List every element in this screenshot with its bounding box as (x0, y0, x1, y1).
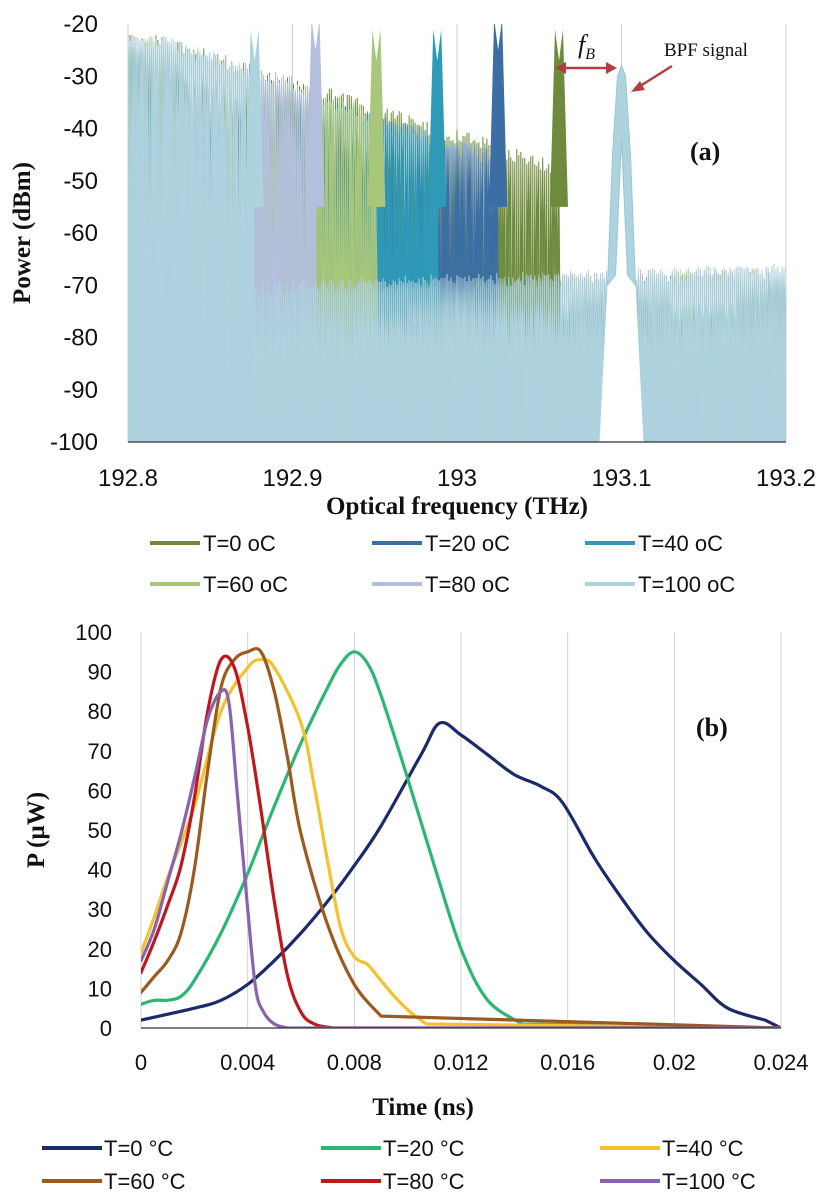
panel-b-series-0 (141, 720, 781, 1028)
panel-b-series-1 (141, 650, 781, 1028)
panel-b-tag: (b) (696, 713, 728, 742)
panel-a-x-ticks: 192.8 192.9 193 193.1 193.2 (98, 465, 816, 492)
panel-b-series-4 (141, 654, 781, 1028)
legend-b-item-0: T=0 °C (42, 1136, 173, 1161)
panel-a-ytick-2: -40 (63, 116, 98, 143)
panel-b-ytick-4: 60 (88, 778, 112, 803)
panel-b-legend: T=0 °C T=20 °C T=40 °C T=60 °C T=80 °C T… (42, 1136, 756, 1194)
panel-b-xtick-5: 0.02 (653, 1050, 696, 1075)
panel-a-xtick-1: 192.9 (262, 465, 322, 492)
legend-b-item-2: T=40 °C (600, 1136, 744, 1161)
legend-b-item-4: T=80 °C (321, 1169, 465, 1194)
panel-a-peak-5 (245, 29, 264, 207)
fb-arrowhead-right (606, 62, 617, 74)
legend-b-label-3: T=60 °C (104, 1169, 186, 1194)
legend-a-item-4: T=80 oC (372, 572, 510, 597)
panel-b-ytick-8: 20 (88, 937, 112, 962)
panel-a-series (128, 24, 786, 442)
panel-a-series-5 (128, 35, 786, 442)
panel-b-xtick-6: 0.024 (753, 1050, 808, 1075)
panel-b-xtick-1: 0.004 (220, 1050, 275, 1075)
panel-a-xtick-0: 192.8 (98, 465, 158, 492)
panel-b-ytick-6: 40 (88, 858, 112, 883)
panel-b-ytick-7: 30 (88, 897, 112, 922)
legend-b-item-1: T=20 °C (321, 1136, 465, 1161)
panel-b-x-ticks: 0 0.004 0.008 0.012 0.016 0.02 0.024 (135, 1050, 809, 1075)
panel-b-y-axis-label: P (µW) (23, 792, 50, 868)
panel-a-ytick-4: -60 (63, 220, 98, 247)
legend-a-item-1: T=20 oC (372, 531, 510, 556)
panel-b-xtick-4: 0.016 (540, 1050, 595, 1075)
panel-b-ytick-2: 80 (88, 699, 112, 724)
panel-a-tag: (a) (690, 137, 720, 166)
panel-a-xtick-3: 193.1 (591, 465, 651, 492)
panel-a-y-ticks: -20 -30 -40 -50 -60 -70 -80 -90 -100 (50, 11, 98, 456)
legend-b-label-5: T=100 °C (662, 1169, 756, 1194)
legend-b-label-2: T=40 °C (662, 1136, 744, 1161)
legend-b-label-0: T=0 °C (104, 1136, 173, 1161)
legend-a-item-2: T=40 oC (585, 531, 723, 556)
fb-annotation: fB (555, 30, 617, 74)
panel-a-y-axis-label: Power (dBm) (9, 162, 36, 304)
legend-b-label-4: T=80 °C (383, 1169, 465, 1194)
panel-a-peak-3 (367, 29, 386, 207)
legend-a-item-3: T=60 oC (150, 572, 288, 597)
panel-a-x-axis-label: Optical frequency (THz) (326, 493, 588, 520)
legend-a-label-2: T=40 oC (638, 531, 723, 556)
panel-a-peak-0 (549, 29, 568, 207)
panel-a-legend: T=0 oC T=20 oC T=40 oC T=60 oC T=80 oC T… (150, 531, 735, 597)
legend-a-label-5: T=100 oC (638, 572, 735, 597)
panel-b-ytick-1: 90 (88, 660, 112, 685)
panel-a-spectrum: -20-30-40-50-60-70-80-90-100 192.8 192.9 1… (9, 11, 816, 597)
panel-b-xtick-0: 0 (135, 1050, 147, 1075)
legend-a-item-5: T=100 oC (585, 572, 735, 597)
panel-a-ytick-6: -80 (63, 325, 98, 352)
fb-label: fB (578, 30, 595, 63)
panel-b-ytick-0: 100 (75, 620, 112, 645)
legend-a-label-4: T=80 oC (425, 572, 510, 597)
panel-b-ytick-5: 50 (88, 818, 112, 843)
legend-b-label-1: T=20 °C (383, 1136, 465, 1161)
panel-a-ytick-1: -30 (63, 63, 98, 90)
panel-b-xtick-3: 0.012 (433, 1050, 488, 1075)
bpf-signal-peak (606, 64, 637, 287)
panel-b-series (141, 646, 781, 1028)
fb-subscript: B (585, 46, 595, 63)
panel-b-x-axis-label: Time (ns) (372, 1094, 474, 1121)
panel-a-ytick-7: -90 (63, 377, 98, 404)
bpf-arrow (636, 64, 673, 90)
bpf-label: BPF signal (664, 40, 748, 61)
panel-a-xtick-2: 193 (437, 465, 477, 492)
panel-a-ytick-5: -70 (63, 272, 98, 299)
panel-b-xtick-2: 0.008 (327, 1050, 382, 1075)
panel-b-ytick-9: 10 (88, 976, 112, 1001)
panel-a-peak-1 (489, 24, 508, 207)
panel-b-ytick-3: 70 (88, 739, 112, 764)
bpf-annotation: BPF signal (631, 40, 748, 92)
legend-b-item-5: T=100 °C (600, 1169, 756, 1194)
legend-a-label-3: T=60 oC (203, 572, 288, 597)
panel-a-ytick-3: -50 (63, 168, 98, 195)
legend-a-item-0: T=0 oC (150, 531, 276, 556)
panel-a-ytick-8: -100 (50, 429, 98, 456)
panel-a-peak-2 (428, 29, 447, 207)
legend-b-item-3: T=60 °C (42, 1169, 186, 1194)
legend-a-label-1: T=20 oC (425, 531, 510, 556)
panel-a-xtick-4: 193.2 (756, 465, 816, 492)
bpf-arrowhead (631, 81, 645, 92)
panel-a-ytick-0: -20 (63, 11, 98, 38)
panel-b-grid (140, 632, 782, 1028)
legend-a-label-0: T=0 oC (203, 531, 276, 556)
panel-b-series-5 (141, 688, 781, 1028)
fb-arrowhead-left (555, 62, 566, 74)
panel-a-peak-4 (306, 24, 325, 207)
panel-b-series-3 (141, 646, 781, 1028)
panel-b-ytick-10: 0 (100, 1016, 112, 1041)
